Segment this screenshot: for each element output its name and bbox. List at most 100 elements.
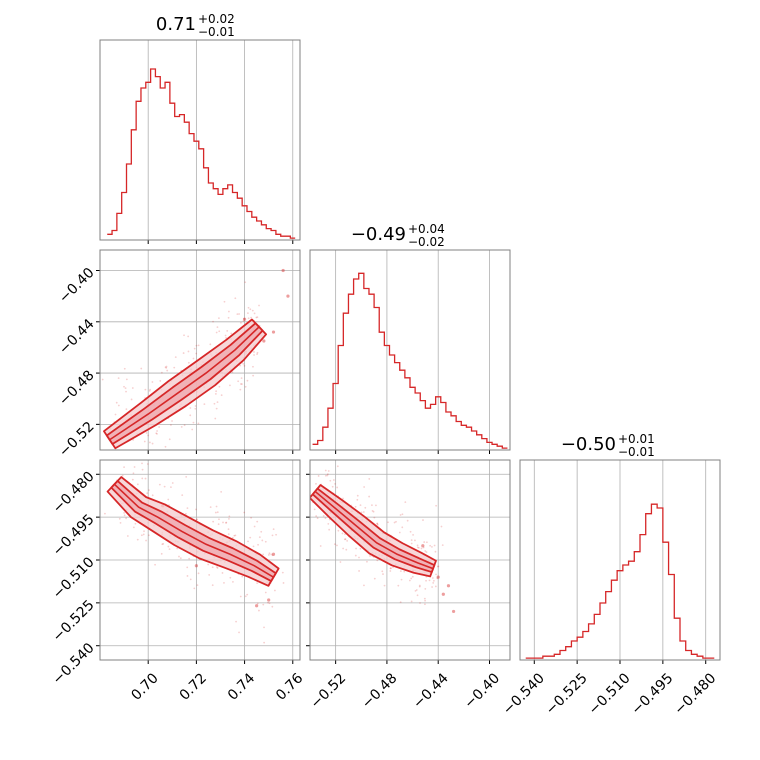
scatter-point [342,547,345,550]
scatter-point [232,581,234,583]
scatter-point [187,350,190,353]
scatter-point [214,511,217,514]
scatter-point [228,515,231,518]
scatter-point [170,424,172,426]
scatter-point [313,508,316,511]
scatter-point [256,582,259,584]
scatter-point [235,620,237,623]
scatter-point [263,626,265,629]
scatter-point [228,517,230,520]
y-tick-label-2-0: −0.540 [50,640,98,688]
scatter-point [114,470,116,472]
scatter-point [315,515,318,517]
scatter-point [390,567,392,570]
scatter-point [207,563,210,566]
scatter-point [240,321,242,324]
scatter-point [142,533,145,536]
scatter-point [363,486,366,488]
scatter-point [417,546,420,549]
scatter-point [411,575,414,578]
scatter-point [166,369,169,372]
scatter-point [382,573,384,575]
scatter-point [433,544,436,547]
scatter-point [211,566,214,569]
scatter-point [133,466,136,468]
scatter-point [195,352,198,355]
scatter-point [368,478,371,480]
scatter-point [234,297,237,300]
scatter-point [171,420,173,422]
scatter-point [242,362,245,365]
scatter-point [181,494,184,497]
hist-frame-0 [99,39,301,241]
scatter-point [344,538,346,541]
scatter-point [147,434,150,437]
scatter-point [173,366,176,369]
x-tick-label-1-2: −0.44 [410,670,452,712]
scatter-point [431,545,433,548]
scatter-point [143,440,146,443]
scatter-point [255,316,258,319]
scatter-point [195,508,197,511]
scatter-point [401,526,404,529]
joint-panel-2 [306,459,511,664]
scatter-point [267,554,270,556]
scatter-point [336,544,338,547]
scatter-point [258,536,261,539]
scatter-point [194,405,197,407]
scatter-point [243,511,246,514]
scatter-point [132,438,135,441]
scatter-point [376,559,379,562]
scatter-point [247,540,249,543]
scatter-point [220,394,223,397]
scatter-point [264,540,267,543]
scatter-point [218,317,220,320]
scatter-point [239,364,242,367]
scatter-point [342,497,344,500]
scatter-point [415,589,418,591]
scatter-point [156,430,158,432]
scatter-point [435,573,437,576]
scatter-point [131,442,133,444]
scatter-point [258,609,260,612]
scatter-point [185,479,187,481]
scatter-point [178,555,180,558]
scatter-point [162,542,165,545]
scatter-point [123,367,126,370]
outlier-point-3 [421,544,425,548]
outlier-point-2 [194,564,198,568]
scatter-point [125,517,128,520]
scatter-point [333,543,336,546]
scatter-point [231,536,234,539]
scatter-point [376,523,379,526]
scatter-point [366,560,368,563]
scatter-point [260,530,263,533]
scatter-point [189,414,192,417]
scatter-point [239,595,242,598]
scatter-point [404,501,407,503]
scatter-point [319,545,322,547]
scatter-point [140,367,143,370]
scatter-point [212,520,215,523]
scatter-point [141,462,143,465]
scatter-point [155,432,158,435]
scatter-point [145,539,147,542]
scatter-point [174,356,177,359]
scatter-point [191,428,194,431]
scatter-point [316,517,319,520]
x-tick-label-1-3: −0.40 [461,670,503,712]
hist-title-plus-1: +0.04 [408,222,445,236]
scatter-point [189,578,192,581]
scatter-point [328,528,331,531]
scatter-point [209,506,212,508]
scatter-point [192,357,195,360]
scatter-point [424,599,426,602]
scatter-point [262,603,265,606]
scatter-point [424,587,427,590]
scatter-point [225,336,227,339]
scatter-point [187,361,190,364]
scatter-point [193,347,196,350]
scatter-point [395,520,397,523]
scatter-point [369,555,371,557]
scatter-point [434,550,437,553]
